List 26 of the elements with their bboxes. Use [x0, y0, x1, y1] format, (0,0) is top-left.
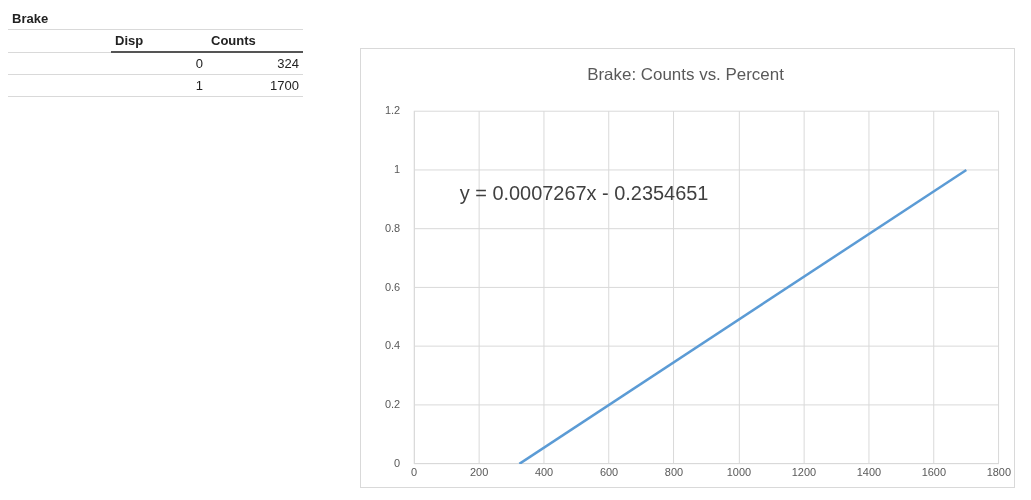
x-tick-label: 600 — [599, 466, 619, 479]
annotation: y = 0.0007267x - 0.2354651 — [459, 181, 709, 204]
y-tick-label: 1 — [394, 162, 401, 175]
y-tick-label: 0.6 — [384, 280, 401, 293]
y-tick-label: 0.4 — [384, 339, 401, 352]
y-tick-label: 0.2 — [384, 398, 401, 411]
chart-title: Brake: Counts vs. Percent — [587, 64, 785, 84]
text: 0 — [111, 52, 207, 75]
text: 1 — [111, 74, 207, 97]
x-tick-label: 1000 — [726, 466, 752, 479]
x-tick-label: 0 — [411, 466, 418, 479]
x-tick-label: 1800 — [986, 466, 1011, 479]
text: Disp — [111, 29, 207, 52]
x-tick-label: 200 — [469, 466, 489, 479]
text: 324 — [207, 52, 303, 75]
x-tick-label: 1400 — [856, 466, 882, 479]
x-tick-label: 1200 — [791, 466, 817, 479]
text: 1700 — [207, 74, 303, 97]
text: Counts — [207, 29, 303, 52]
x-tick-label: 400 — [534, 466, 554, 479]
x-tick-label: 1600 — [921, 466, 947, 479]
text: Brake — [8, 8, 111, 30]
x-tick-label: 800 — [664, 466, 684, 479]
y-tick-label: 0 — [394, 456, 401, 469]
y-tick-label: 1.2 — [384, 104, 401, 117]
y-tick-label: 0.8 — [384, 221, 401, 234]
